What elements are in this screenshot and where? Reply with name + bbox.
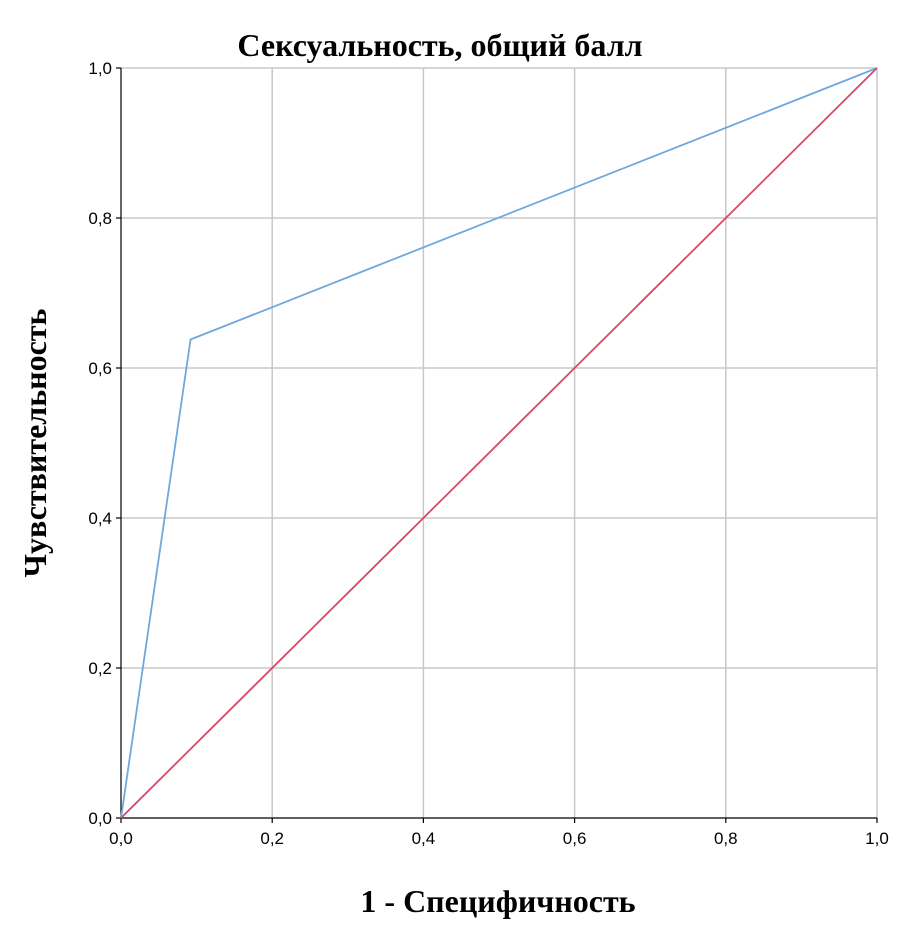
x-tick-label: 0,2 bbox=[260, 829, 284, 848]
x-tick-label: 0,8 bbox=[714, 829, 738, 848]
y-tick-label: 0,0 bbox=[88, 809, 112, 828]
reference-diagonal-line bbox=[120, 67, 878, 819]
roc-curve-line bbox=[120, 67, 878, 819]
x-tick-label: 1,0 bbox=[865, 829, 889, 848]
x-axis-title: 1 - Специфичность bbox=[360, 883, 635, 919]
y-tick-label: 0,2 bbox=[88, 659, 112, 678]
x-tick-label: 0,0 bbox=[109, 829, 133, 848]
chart-title: Сексуальность, общий балл bbox=[237, 27, 642, 63]
y-axis-title: Чувствительность bbox=[17, 308, 53, 577]
y-tick-label: 1,0 bbox=[88, 59, 112, 78]
x-tick-label: 0,4 bbox=[412, 829, 436, 848]
y-tick-label: 0,6 bbox=[88, 359, 112, 378]
x-tick-label: 0,6 bbox=[563, 829, 587, 848]
tick-layer: 0,0 0,2 0,4 0,6 0,8 1,0 0,0 0,2 0,4 0,6 0,8 1,0 bbox=[88, 59, 888, 848]
y-tick-label: 0,4 bbox=[88, 509, 112, 528]
y-tick-label: 0,8 bbox=[88, 209, 112, 228]
axis-layer bbox=[116, 67, 878, 823]
series-layer bbox=[120, 67, 878, 819]
